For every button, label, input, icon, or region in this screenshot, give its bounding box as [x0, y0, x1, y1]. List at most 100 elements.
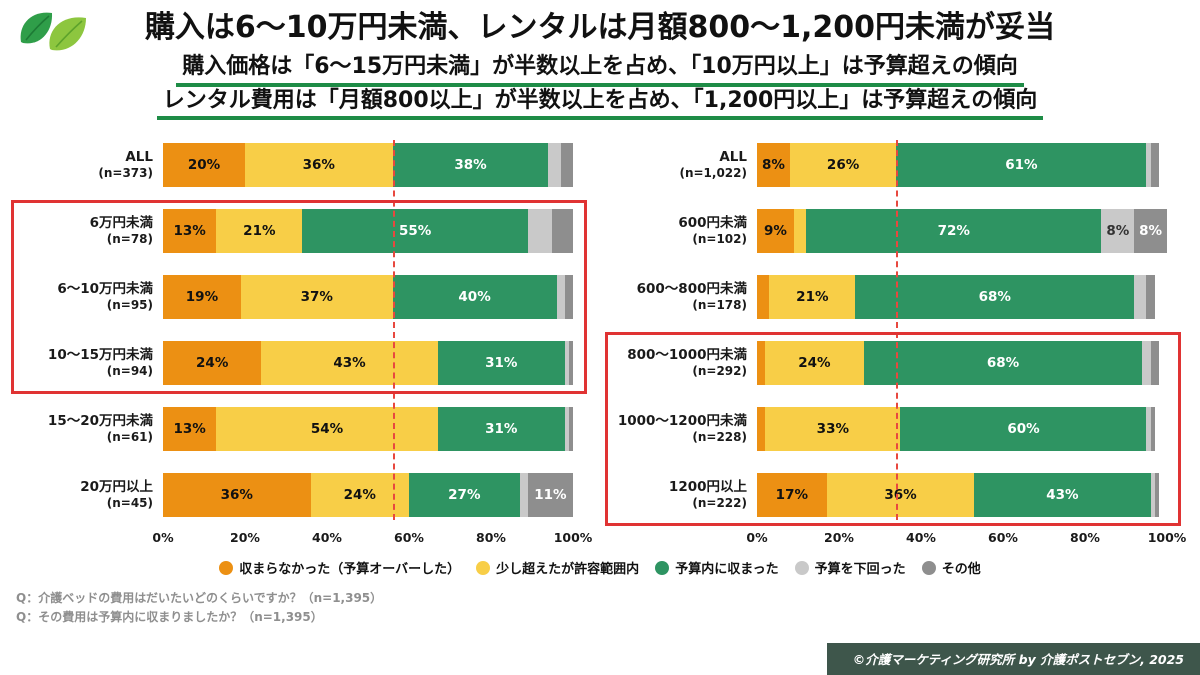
bar-segment-yellow: 24% — [310, 473, 409, 518]
bar-segment-dark_gray — [568, 407, 573, 452]
row-category: ALL — [719, 149, 747, 166]
bar-segment-orange: 13% — [163, 209, 217, 254]
legend-label: 収まらなかった（予算オーバーした） — [239, 562, 461, 578]
axis-tick: 100% — [1147, 530, 1187, 546]
bar-row: 600〜800円未満 (n=178) 21% 68% — [617, 264, 1177, 330]
bar-row: 800〜1000円未満 (n=292) 24% 68% — [617, 330, 1177, 396]
axis-tick: 0% — [152, 530, 174, 546]
bar-segment-green: 43% — [974, 473, 1151, 518]
bar-segment-yellow: 43% — [261, 341, 438, 386]
chart-rows: ALL (n=1,022) 8% 26% 61% 600円未満 (n=102) 9% 72% 8%… — [605, 132, 1181, 528]
legend-item: 予算内に収まった — [655, 558, 779, 578]
bar-segment-dark_gray — [1150, 143, 1159, 188]
bar-row: ALL (n=373) 20% 36% 38% — [23, 132, 583, 198]
row-n-count: (n=102) — [692, 232, 747, 247]
stacked-bar: 24% 68% — [757, 341, 1167, 386]
bar-segment-dark_gray — [560, 143, 573, 188]
row-n-count: (n=94) — [106, 364, 153, 379]
bar-row: 6万円未満 (n=78) 13% 21% 55% — [23, 198, 583, 264]
subtitle-line-1: 購入価格は「6〜15万円未満」が半数以上を占め、「10万円以上」は予算超えの傾向 — [176, 53, 1024, 87]
bar-segment-light_gray: 8% — [1101, 209, 1135, 254]
bar-segment-dark_gray — [568, 341, 573, 386]
row-label: ALL (n=373) — [23, 149, 163, 181]
row-n-count: (n=45) — [106, 496, 153, 511]
row-label: 15〜20万円未満 (n=61) — [23, 413, 163, 445]
bar-segment-dark_gray — [552, 209, 573, 254]
bar-segment-green: 31% — [437, 341, 565, 386]
bar-segment-green: 72% — [806, 209, 1102, 254]
row-category: 600円未満 — [678, 215, 747, 232]
bar-segment-yellow: 54% — [216, 407, 438, 452]
bar-row: 1200円以上 (n=222) 17% 36% 43% — [617, 462, 1177, 528]
bar-segment-light_gray — [1150, 473, 1155, 518]
charts-area: ALL (n=373) 20% 36% 38% 6万円未満 (n=78) 13% 21% 55% 6… — [0, 132, 1200, 546]
bar-segment-light_gray — [1146, 143, 1151, 188]
bar-segment-orange: 17% — [757, 473, 827, 518]
bar-segment-light_gray — [564, 341, 569, 386]
bar-segment-dark_gray — [1146, 275, 1155, 320]
row-n-count: (n=95) — [106, 298, 153, 313]
bar-segment-yellow: 21% — [216, 209, 303, 254]
bar-segment-dark_gray — [564, 275, 573, 320]
stacked-bar: 20% 36% 38% — [163, 143, 573, 188]
legend-label: 予算を下回った — [814, 562, 906, 578]
row-category: 6〜10万円未満 — [57, 281, 153, 298]
legend-label: その他 — [941, 562, 981, 578]
bar-segment-green: 38% — [392, 143, 549, 188]
bar-segment-yellow: 36% — [826, 473, 975, 518]
axis-tick: 20% — [824, 530, 854, 546]
bar-segment-orange — [757, 275, 770, 320]
row-label: ALL (n=1,022) — [617, 149, 757, 181]
bar-segment-green: 55% — [302, 209, 528, 254]
row-category: 10〜15万円未満 — [47, 347, 153, 364]
bar-segment-orange: 19% — [163, 275, 241, 320]
subtitle-line-2-wrap: レンタル費用は「月額800以上」が半数以上を占め、「1,200円以上」は予算超え… — [0, 87, 1200, 121]
purchase-price-chart: ALL (n=373) 20% 36% 38% 6万円未満 (n=78) 13% 21% 55% 6… — [11, 132, 592, 546]
legend-item: 収まらなかった（予算オーバーした） — [219, 558, 460, 577]
stacked-bar: 24% 43% 31% — [163, 341, 573, 386]
bar-segment-orange: 13% — [163, 407, 217, 452]
axis-tick: 40% — [312, 530, 342, 546]
bar-segment-yellow: 37% — [240, 275, 393, 320]
row-label: 6〜10万円未満 (n=95) — [23, 281, 163, 313]
row-category: 20万円以上 — [80, 479, 153, 496]
stacked-bar: 9% 72% 8% 8% — [757, 209, 1167, 254]
footnote-q1: Q：介護ベッドの費用はだいたいどのくらいですか？（n=1,395） — [16, 591, 383, 606]
bar-row: 6〜10万円未満 (n=95) 19% 37% 40% — [23, 264, 583, 330]
bar-segment-orange: 24% — [163, 341, 262, 386]
bar-segment-dark_gray: 11% — [527, 473, 573, 518]
axis-tick: 0% — [746, 530, 768, 546]
bar-segment-light_gray — [548, 143, 561, 188]
axis-tick: 80% — [1070, 530, 1100, 546]
row-label: 800〜1000円未満 (n=292) — [617, 347, 757, 379]
bar-segment-green: 31% — [437, 407, 565, 452]
subtitles: 購入価格は「6〜15万円未満」が半数以上を占め、「10万円以上」は予算超えの傾向… — [0, 53, 1200, 121]
bar-segment-green: 68% — [855, 275, 1135, 320]
copyright-text: ©介護マーケティング研究所 by 介護ポストセブン, 2025 — [852, 652, 1184, 667]
row-n-count: (n=78) — [106, 232, 153, 247]
row-label: 6万円未満 (n=78) — [23, 215, 163, 247]
row-n-count: (n=222) — [692, 496, 747, 511]
bar-row: 15〜20万円未満 (n=61) 13% 54% 31% — [23, 396, 583, 462]
legend-item: 予算を下回った — [794, 558, 906, 578]
axis-tick: 60% — [394, 530, 424, 546]
axis-tick: 80% — [476, 530, 506, 546]
footnotes: Q：介護ベッドの費用はだいたいどのくらいですか？（n=1,395） Q：その費用… — [16, 589, 1200, 627]
bar-segment-yellow: 33% — [765, 407, 901, 452]
bar-row: 600円未満 (n=102) 9% 72% 8% 8% — [617, 198, 1177, 264]
x-axis: 0% 20% 40% 60% 80% 100% — [746, 528, 1186, 546]
stacked-bar: 36% 24% 27% 11% — [163, 473, 573, 518]
stacked-bar: 33% 60% — [757, 407, 1167, 452]
bar-row: 10〜15万円未満 (n=94) 24% 43% 31% — [23, 330, 583, 396]
header: 購入は6〜10万円未満、レンタルは月額800〜1,200円未満が妥当 — [0, 0, 1200, 51]
stacked-bar: 13% 21% 55% — [163, 209, 573, 254]
row-label: 600円未満 (n=102) — [617, 215, 757, 247]
bar-segment-green: 60% — [900, 407, 1147, 452]
legend-item: その他 — [921, 558, 981, 578]
subtitle-line-1-wrap: 購入価格は「6〜15万円未満」が半数以上を占め、「10万円以上」は予算超えの傾向 — [0, 53, 1200, 87]
reference-line — [392, 140, 395, 521]
stacked-bar: 19% 37% 40% — [163, 275, 573, 320]
row-label: 600〜800円未満 (n=178) — [617, 281, 757, 313]
legend-label: 予算内に収まった — [675, 562, 779, 578]
